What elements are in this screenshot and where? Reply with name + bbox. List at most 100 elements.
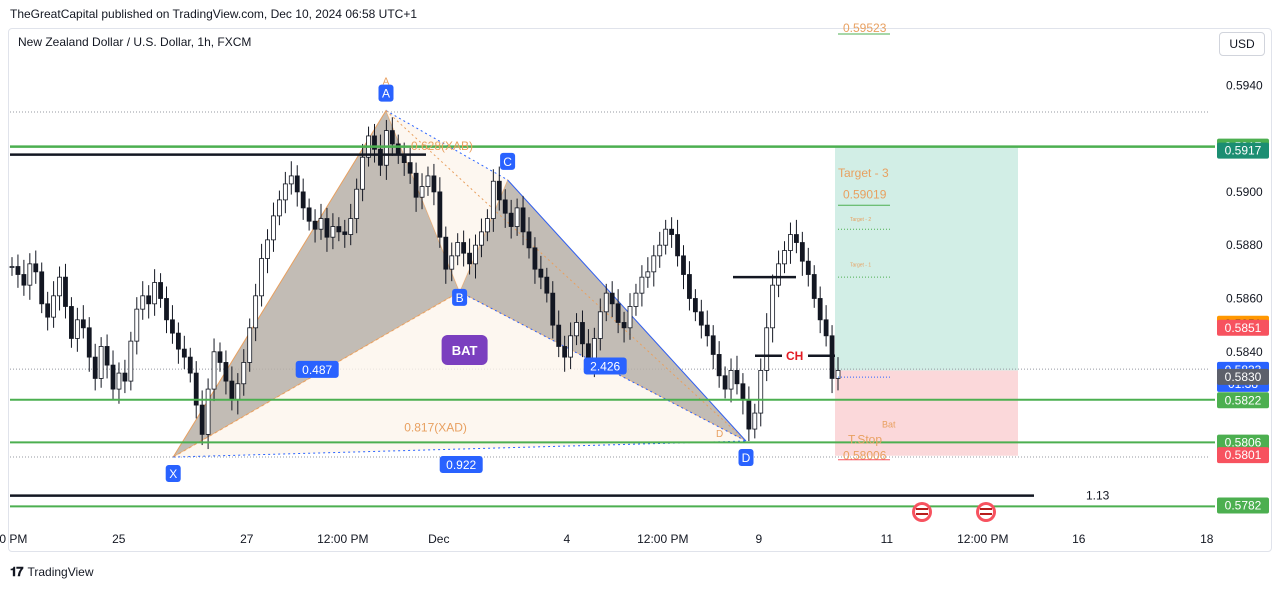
candle-body-33 — [205, 388, 211, 435]
candle-body-17 — [110, 364, 116, 390]
candle-body-88 — [532, 247, 538, 270]
point-d-badge: D — [742, 451, 751, 465]
currency-button[interactable]: USD — [1219, 32, 1265, 56]
candle-body-79 — [479, 231, 484, 246]
candle-body-89 — [538, 268, 544, 278]
candle-body-23 — [146, 295, 152, 305]
candle-body-29 — [181, 348, 187, 358]
price-badge-bg-9 — [1217, 497, 1269, 514]
lower-line-label: 1.13 — [1086, 489, 1110, 503]
candle-body-45 — [277, 199, 282, 217]
candle-body-96 — [580, 322, 585, 345]
x-tick-3: 12:00 PM — [317, 532, 368, 546]
candle-body-75 — [455, 242, 461, 257]
candle-body-107 — [645, 271, 651, 278]
top-value: 0.59523 — [843, 21, 887, 35]
tradingview-logo-icon: 𝟏𝟕 — [10, 564, 24, 579]
candle-body-20 — [128, 340, 134, 382]
candle-body-121 — [728, 370, 734, 390]
candle-body-77 — [467, 252, 472, 265]
candle-body-117 — [704, 324, 710, 337]
candle-body-46 — [282, 183, 288, 201]
candle-body-135 — [811, 274, 817, 299]
candle-body-44 — [271, 215, 276, 241]
candle-body-101 — [609, 292, 615, 305]
candle-body-43 — [265, 239, 270, 259]
candle-body-10 — [69, 306, 74, 339]
candle-body-134 — [805, 260, 811, 275]
candle-body-22 — [140, 295, 146, 310]
price-badge-6: 0.5822 — [1225, 393, 1262, 407]
x-tick-6: 12:00 PM — [637, 532, 688, 546]
candle-body-62 — [378, 148, 383, 166]
candle-body-81 — [490, 180, 496, 219]
candle-body-129 — [776, 263, 781, 286]
candle-body-7 — [51, 295, 56, 318]
candle-body-15 — [98, 346, 104, 379]
candle-body-131 — [788, 234, 793, 251]
candle-body-30 — [187, 356, 193, 374]
x-tick-8: 11 — [881, 532, 894, 546]
price-badge-bg-1 — [1217, 142, 1269, 159]
target-label: Target - 3 — [838, 166, 889, 180]
candle-body-3 — [27, 263, 33, 286]
candle-body-1 — [15, 266, 21, 275]
candle-body-9 — [63, 276, 68, 307]
point-x-badge-bg — [165, 465, 181, 483]
candle-body-8 — [57, 276, 62, 297]
candle-body-42 — [259, 258, 264, 297]
candle-body-104 — [627, 306, 633, 329]
point-c-badge-bg — [500, 152, 516, 170]
candle-body-74 — [449, 255, 455, 270]
us-flag-event-1-stripe-2 — [916, 513, 928, 515]
candle-body-92 — [556, 324, 562, 347]
stop-label: T.Stop — [848, 433, 882, 447]
candle-body-83 — [502, 199, 508, 214]
stop-value: 0.58006 — [843, 449, 887, 463]
candle-body-36 — [223, 362, 229, 382]
candle-body-103 — [621, 322, 627, 329]
candle-body-118 — [710, 335, 716, 355]
candle-body-120 — [722, 375, 728, 390]
target-value: 0.59019 — [843, 188, 887, 202]
candle-body-16 — [104, 346, 110, 366]
x-tick-9: 12:00 PM — [957, 532, 1008, 546]
candle-body-71 — [431, 175, 437, 193]
price-badge-3: 0.5851 — [1225, 321, 1262, 335]
candle-body-125 — [752, 412, 758, 430]
us-flag-event-1 — [915, 505, 929, 519]
candle-body-99 — [597, 311, 603, 339]
us-flag-event-1-stripe-1 — [916, 508, 928, 510]
candle-body-59 — [360, 156, 366, 190]
pattern-xb-dashed — [172, 291, 460, 458]
candle-body-95 — [574, 322, 579, 337]
candle-body-4 — [33, 263, 39, 273]
ch-annotation: CH — [786, 349, 803, 363]
candle-body-128 — [770, 284, 776, 329]
candle-body-27 — [170, 319, 175, 334]
bat-tag: Bat — [882, 420, 896, 430]
candle-body-133 — [799, 242, 805, 262]
tradingview-footer: 𝟏𝟕 TradingView — [10, 564, 94, 580]
point-d-faint: D — [716, 429, 723, 440]
point-c-badge: C — [503, 155, 512, 169]
candle-body-93 — [562, 346, 568, 358]
candle-body-55 — [336, 226, 342, 233]
candle-body-13 — [86, 327, 92, 358]
pattern-xbd-triangle — [173, 291, 746, 458]
candle-body-53 — [324, 218, 330, 238]
candle-body-110 — [663, 228, 669, 246]
y-tick-4: 0.5840 — [1226, 345, 1263, 359]
candle-body-51 — [312, 220, 318, 230]
point-a-faint: A — [383, 77, 390, 88]
candle-body-127 — [764, 327, 770, 371]
candle-body-100 — [603, 292, 609, 313]
y-tick-1: 0.5900 — [1226, 185, 1263, 199]
candle-body-76 — [461, 242, 467, 254]
x-tick-11: 18 — [1200, 532, 1214, 546]
price-badge-9: 0.5782 — [1225, 499, 1262, 513]
price-badge-5: 0.5830 — [1225, 370, 1262, 384]
candle-body-32 — [199, 404, 205, 435]
candle-body-130 — [782, 250, 787, 265]
